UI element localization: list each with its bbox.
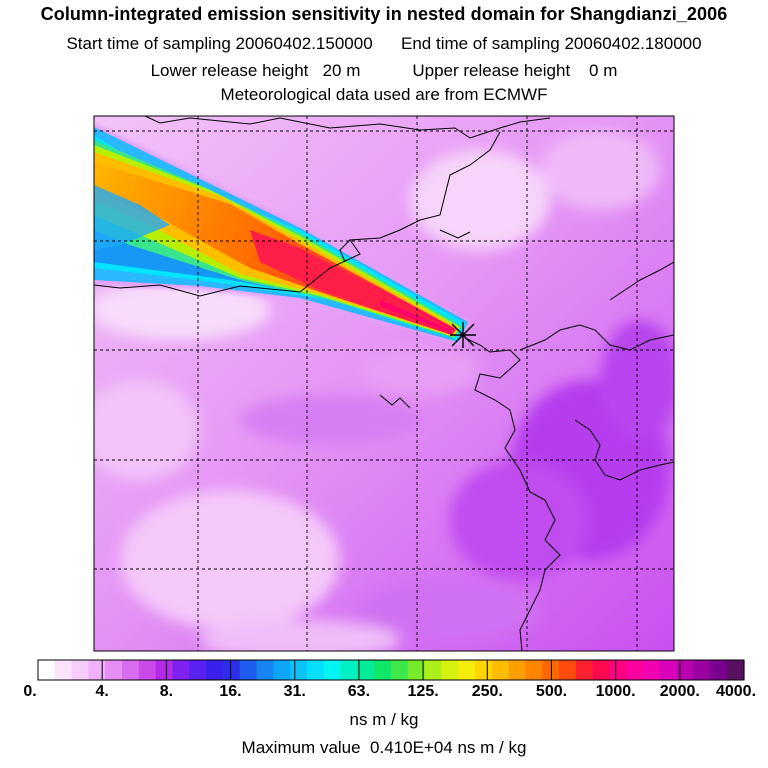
colorbar-segment — [189, 660, 207, 680]
colorbar-segment — [441, 660, 459, 680]
colorbar-segment — [508, 660, 527, 680]
colorbar-tick-label: 31. — [283, 683, 306, 700]
maximum-value-text: Maximum value 0.410E+04 ns m / kg — [241, 738, 527, 757]
colorbar-tick-label: 16. — [219, 683, 242, 700]
borders — [94, 116, 674, 651]
start-time-text: Start time of sampling 20060402.150000 — [66, 34, 373, 53]
colorbar-segment — [559, 660, 577, 680]
sampling-times: Start time of sampling 20060402.150000 E… — [0, 34, 768, 54]
colorbar-segment — [407, 660, 426, 680]
colorbar-tick-label: 4000. — [715, 683, 757, 700]
colorbar-segment — [626, 660, 644, 680]
colorbar-tick-label: 1000. — [595, 683, 636, 700]
colorbar-segment — [525, 660, 543, 680]
end-time-text: End time of sampling 20060402.180000 — [401, 34, 702, 53]
colorbar-segment — [374, 660, 392, 680]
colorbar-segment — [710, 660, 728, 680]
colorbar-unit: ns m / kg — [349, 710, 419, 729]
colorbar-tick-label: 0. — [23, 683, 37, 700]
colorbar-segment — [693, 660, 711, 680]
colorbar-tick-label: 500. — [535, 683, 568, 700]
colorbar-segment — [458, 660, 476, 680]
colorbar-segment — [357, 660, 375, 680]
colorbar-segment — [105, 660, 123, 680]
colorbar-segment — [575, 660, 594, 680]
colorbar-segment — [38, 660, 56, 680]
colorbar-tick-label: 125. — [407, 683, 439, 700]
colorbar-tick-label: 4. — [95, 683, 109, 700]
colorbar-segment — [222, 660, 241, 680]
colorbar-segment — [239, 660, 258, 680]
colorbar-tick-label: 2000. — [659, 683, 700, 700]
colorbar-segment — [491, 660, 510, 680]
colorbar-segment — [273, 660, 291, 680]
colorbar-segment — [424, 660, 443, 680]
colorbar-segment — [206, 660, 224, 680]
colorbar-segment — [340, 660, 358, 680]
release-heights: Lower release height 20 m Upper release … — [0, 61, 768, 81]
colorbar-segment — [306, 660, 325, 680]
lower-height-text: Lower release height 20 m — [150, 61, 361, 80]
colorbar-segment — [659, 660, 678, 680]
map-field — [94, 116, 674, 651]
colorbar-segment — [643, 660, 661, 680]
colorbar-segment — [609, 660, 627, 680]
colorbar-ticks — [37, 660, 745, 680]
colorbar-tick-label: 63. — [347, 683, 371, 700]
met-data-text: Meteorological data used are from ECMWF — [220, 85, 548, 104]
plot-title: Column-integrated emission sensitivity i… — [40, 4, 728, 24]
colorbar-tick-label: 8. — [159, 683, 174, 700]
colorbar-segment — [71, 660, 90, 680]
colorbar-segment — [391, 660, 409, 680]
map-graticule — [94, 116, 674, 651]
colorbar-segment — [172, 660, 190, 680]
colorbar-segment — [323, 660, 342, 680]
colorbar-segment — [88, 660, 106, 680]
colorbar-segment — [676, 660, 695, 680]
receptor-marker — [450, 322, 476, 348]
sensitivity-patches — [94, 130, 674, 651]
colorbar-segment — [475, 660, 493, 680]
colorbar — [38, 660, 745, 680]
colorbar-segment — [138, 660, 157, 680]
upper-height-text: Upper release height 0 m — [412, 61, 618, 80]
colorbar-segment — [727, 660, 745, 680]
colorbar-tick-label: 250. — [471, 683, 503, 700]
colorbar-segment — [54, 660, 73, 680]
colorbar-segment — [122, 660, 140, 680]
map-frame — [93, 115, 675, 652]
colorbar-segment — [290, 660, 308, 680]
colorbar-segment — [256, 660, 274, 680]
colorbar-segment — [155, 660, 174, 680]
colorbar-segment — [592, 660, 611, 680]
